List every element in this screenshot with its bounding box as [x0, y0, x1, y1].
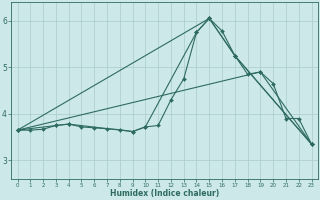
X-axis label: Humidex (Indice chaleur): Humidex (Indice chaleur): [110, 189, 219, 198]
